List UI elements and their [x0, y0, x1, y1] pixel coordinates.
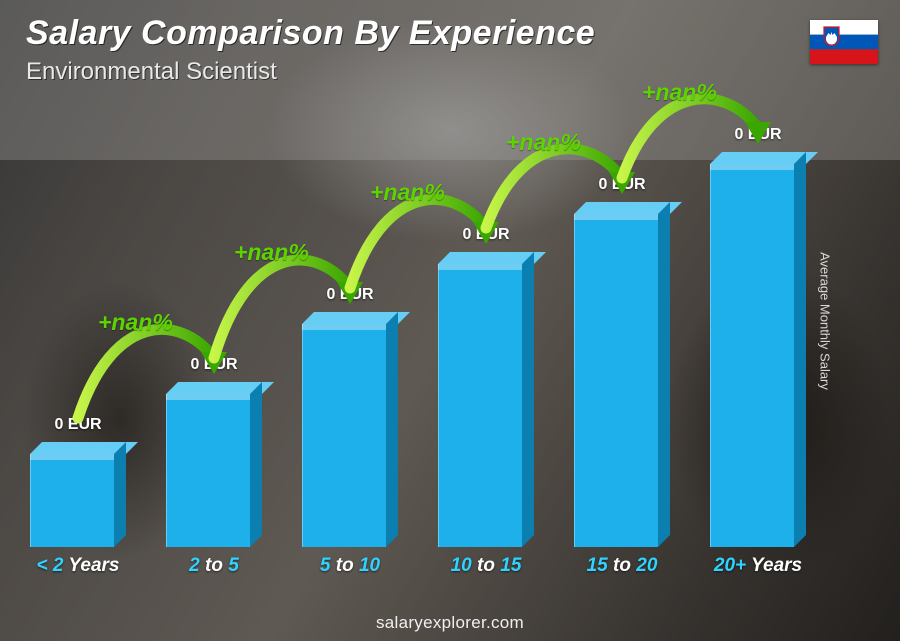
bar-category-label: 2 to 5: [189, 555, 239, 577]
flag-slovenia-icon: [810, 20, 878, 64]
page-title: Salary Comparison By Experience: [26, 14, 595, 53]
footer-source: salaryexplorer.com: [0, 613, 900, 633]
delta-label: +nan%: [370, 179, 445, 206]
delta-label: +nan%: [98, 309, 173, 336]
delta-label: +nan%: [642, 79, 717, 106]
bar-category-label: < 2 Years: [37, 555, 120, 577]
bar-category-label: 5 to 10: [320, 555, 380, 577]
salary-bar-chart: 0 EUR< 2 Years0 EUR2 to 50 EUR5 to 100 E…: [30, 120, 860, 581]
bar-category-label: 20+ Years: [714, 555, 802, 577]
delta-label: +nan%: [506, 129, 581, 156]
page-subtitle: Environmental Scientist: [26, 58, 277, 86]
bar-category-label: 15 to 20: [587, 555, 658, 577]
bar-category-label: 10 to 15: [451, 555, 522, 577]
delta-label: +nan%: [234, 239, 309, 266]
infographic-stage: Salary Comparison By Experience Environm…: [0, 0, 900, 641]
